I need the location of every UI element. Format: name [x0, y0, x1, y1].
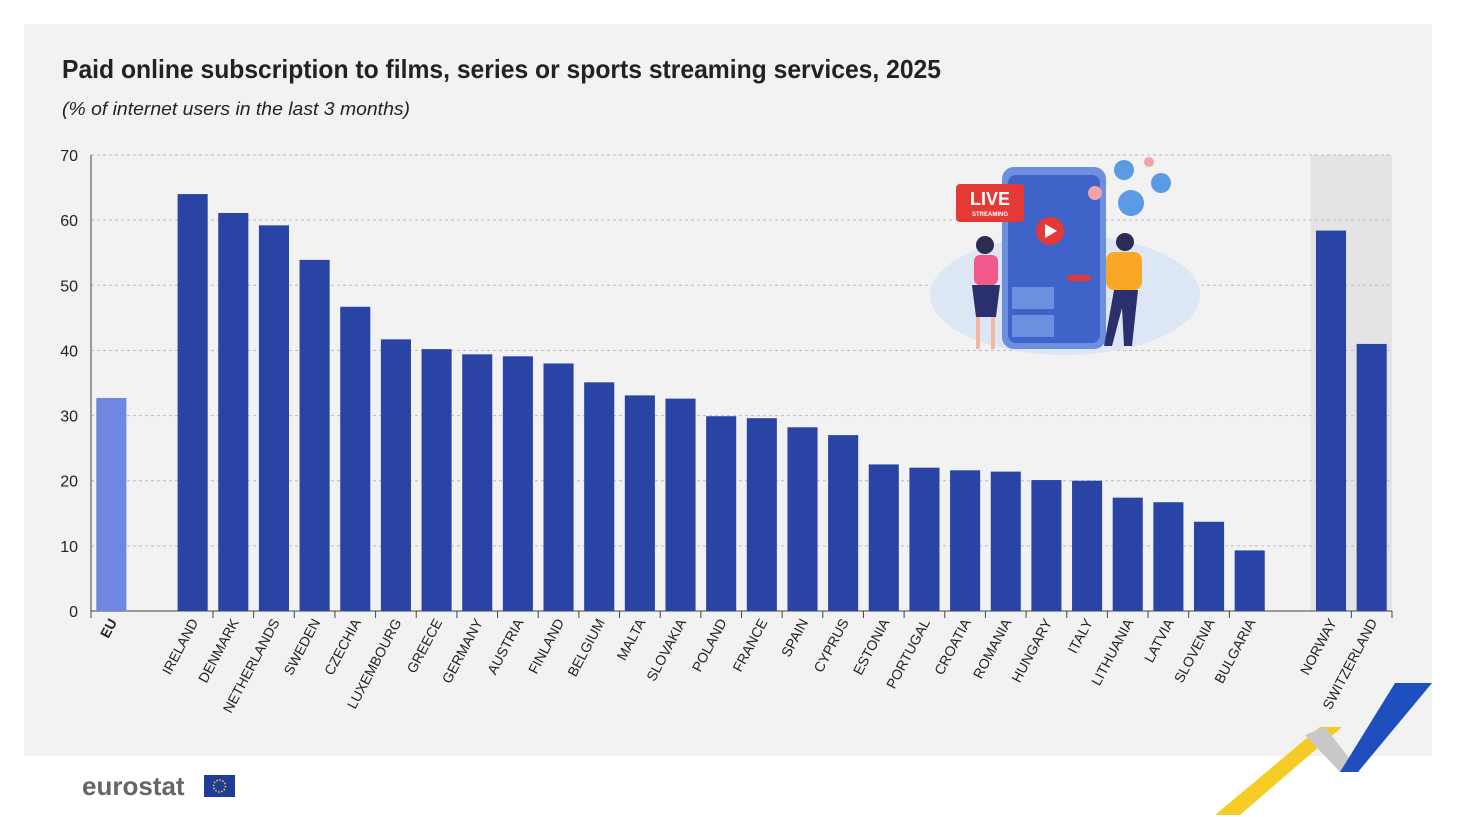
- bar: [584, 382, 615, 611]
- bar: [624, 395, 655, 611]
- bar: [258, 225, 289, 611]
- bar: [177, 194, 208, 612]
- panel: [24, 24, 1432, 756]
- bar: [1031, 480, 1062, 611]
- deco-grey: [1305, 727, 1360, 772]
- bar: [96, 397, 127, 611]
- bar: [746, 418, 777, 611]
- bar: [990, 471, 1021, 611]
- badge: LIVE: [970, 189, 1010, 209]
- bar: [218, 212, 249, 611]
- bar: [502, 356, 533, 611]
- bar: [1315, 230, 1347, 611]
- deco-yellow: [1215, 727, 1342, 815]
- y-tick-label: 50: [60, 278, 78, 295]
- bar: [340, 306, 371, 611]
- y-tick-label: 70: [60, 148, 78, 165]
- bar: [665, 398, 696, 611]
- y-tick-label: 20: [60, 474, 78, 491]
- deco-blue: [1340, 683, 1432, 772]
- bar: [1153, 502, 1184, 611]
- eu-stars: [212, 779, 227, 793]
- bar: [299, 259, 330, 611]
- bar: [950, 470, 981, 611]
- bar: [380, 339, 411, 611]
- badge-sub: STREAMING: [972, 212, 1008, 218]
- y-tick-label: 60: [60, 213, 78, 230]
- bar: [543, 363, 574, 611]
- bar: [706, 416, 737, 611]
- chart-title: Paid online subscription to films, serie…: [62, 54, 941, 84]
- y-tick-label: 0: [69, 604, 78, 621]
- bar: [1234, 550, 1265, 611]
- bar: [462, 354, 493, 611]
- y-tick-label: 10: [60, 539, 78, 556]
- chart-subtitle: (% of internet users in the last 3 month…: [62, 99, 410, 119]
- bar: [868, 464, 899, 611]
- bar: [1112, 497, 1143, 611]
- bar: [1194, 521, 1225, 611]
- bar: [1072, 480, 1103, 611]
- bar: [421, 349, 452, 611]
- y-tick-label: 30: [60, 409, 78, 426]
- bar: [1356, 343, 1387, 611]
- illustration: LIVE STREAMING: [930, 157, 1200, 355]
- bar: [909, 467, 940, 611]
- y-tick-label: 40: [60, 343, 78, 360]
- eu-flag: [204, 775, 235, 797]
- bar: [787, 427, 818, 611]
- logo: eurostat: [82, 771, 185, 801]
- bar: [828, 435, 859, 611]
